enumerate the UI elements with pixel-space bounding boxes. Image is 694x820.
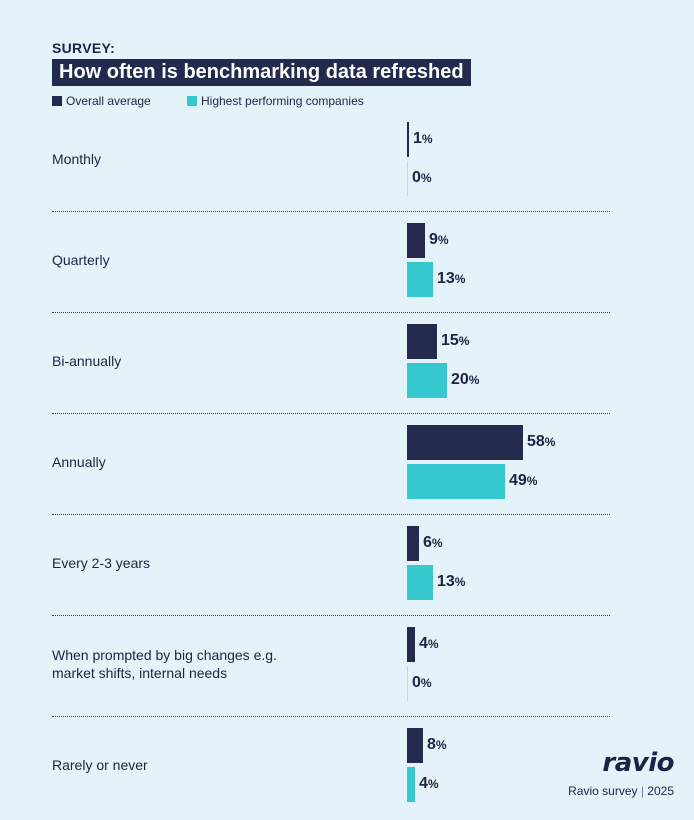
bar-value-number: 13 [437, 573, 455, 590]
category-label: Monthly [52, 151, 102, 167]
bar-overall [407, 425, 523, 460]
bar-value-label: 13% [437, 270, 465, 288]
category-label: Annually [52, 454, 106, 470]
bar-value-label: 0% [412, 169, 432, 187]
row-separator [52, 615, 610, 616]
source-year: 2025 [647, 784, 674, 798]
bar-value-label: 9% [429, 231, 449, 249]
bar-value-unit: % [468, 373, 480, 387]
bar-value-unit: % [454, 575, 466, 589]
category-label: Quarterly [52, 252, 110, 268]
bar-value-number: 15 [441, 332, 459, 349]
source-note: Ravio survey | 2025 [568, 784, 674, 798]
category-label: Every 2-3 years [52, 555, 151, 571]
bar-top [407, 363, 447, 398]
bar-top [407, 565, 433, 600]
bar-value-label: 58% [527, 433, 555, 451]
row-separator [52, 413, 610, 414]
row-separator [52, 211, 610, 212]
bar-overall [407, 526, 419, 561]
bar-value-number: 13 [437, 270, 455, 287]
bar-value-number: 4 [419, 775, 428, 792]
bar-overall [407, 122, 409, 157]
category-label: When prompted by big changes e.g. market… [52, 647, 277, 681]
legend-label-overall: Overall average [66, 94, 151, 108]
bar-value-number: 9 [429, 231, 438, 248]
row-separator [52, 514, 610, 515]
bar-value-label: 0% [412, 674, 432, 692]
source-separator: | [640, 784, 648, 798]
bar-value-number: 0 [412, 169, 421, 186]
bar-value-unit: % [427, 777, 439, 791]
bar-value-number: 6 [423, 534, 432, 551]
bar-value-label: 49% [509, 472, 537, 490]
bar-overall [407, 223, 425, 258]
bar-overall [407, 627, 415, 662]
bar-top [407, 666, 408, 701]
bar-top [407, 161, 408, 196]
source-label: Ravio survey [568, 784, 638, 798]
legend-swatch-overall [52, 96, 62, 106]
bar-top [407, 464, 505, 499]
chart-title: How often is benchmarking data refreshed [52, 59, 471, 86]
bar-value-unit: % [435, 738, 447, 752]
category-label: Rarely or never [52, 757, 148, 773]
bar-value-number: 8 [427, 736, 436, 753]
survey-eyebrow: SURVEY: [52, 40, 116, 56]
legend-swatch-top [187, 96, 197, 106]
bar-value-number: 49 [509, 472, 527, 489]
bar-value-label: 4% [419, 775, 439, 793]
bar-value-number: 1 [413, 130, 422, 147]
category-label: Bi-annually [52, 353, 122, 369]
bar-value-number: 4 [419, 635, 428, 652]
bar-value-unit: % [544, 435, 556, 449]
bar-value-unit: % [526, 474, 538, 488]
bar-overall [407, 728, 423, 763]
bar-value-label: 4% [419, 635, 439, 653]
bar-value-number: 0 [412, 674, 421, 691]
bar-value-unit: % [431, 536, 443, 550]
row-separator [52, 312, 610, 313]
bar-value-unit: % [427, 637, 439, 651]
bar-value-label: 20% [451, 371, 479, 389]
bar-value-unit: % [421, 132, 433, 146]
bar-value-unit: % [420, 171, 432, 185]
bar-top [407, 767, 415, 802]
row-separator [52, 716, 610, 717]
bar-value-label: 6% [423, 534, 443, 552]
bar-value-number: 20 [451, 371, 469, 388]
bar-top [407, 262, 433, 297]
bar-overall [407, 324, 437, 359]
bar-value-unit: % [458, 334, 470, 348]
bar-value-unit: % [437, 233, 449, 247]
bar-value-number: 58 [527, 433, 545, 450]
legend-label-top: Highest performing companies [201, 94, 364, 108]
bar-value-label: 8% [427, 736, 447, 754]
bar-value-unit: % [454, 272, 466, 286]
bar-value-label: 1% [413, 130, 433, 148]
bar-value-label: 13% [437, 573, 465, 591]
bar-value-unit: % [420, 676, 432, 690]
bar-value-label: 15% [441, 332, 469, 350]
ravio-logo: ravio [602, 748, 674, 778]
